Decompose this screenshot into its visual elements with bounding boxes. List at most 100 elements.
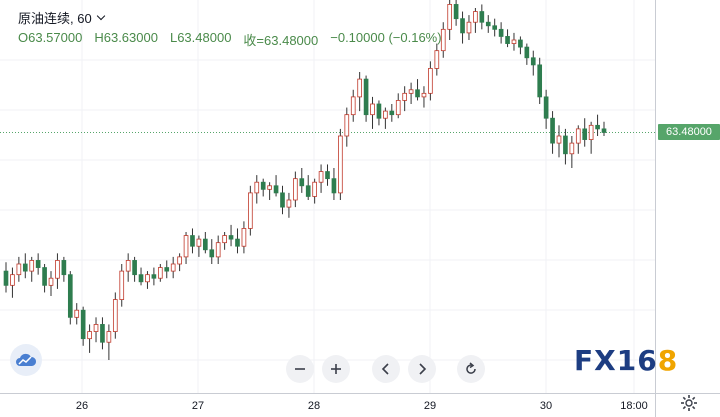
- candle-body: [395, 100, 401, 116]
- candle: [447, 0, 453, 40]
- candle-body: [318, 171, 324, 183]
- candle-body: [157, 267, 163, 279]
- candle-body: [183, 235, 189, 258]
- candle: [138, 267, 144, 286]
- gear-icon[interactable]: [680, 394, 698, 412]
- candle-body: [80, 309, 86, 340]
- scroll-left-button[interactable]: [372, 355, 400, 383]
- symbol-selector[interactable]: 原油连续, 60: [18, 8, 105, 27]
- candle: [415, 79, 420, 101]
- candle: [395, 93, 401, 119]
- candle-body: [241, 228, 247, 247]
- candle: [376, 100, 382, 126]
- x-tick-label: 29: [424, 400, 436, 412]
- candle: [145, 271, 150, 289]
- candle-body: [22, 263, 28, 272]
- candle: [190, 228, 195, 254]
- close-value: 收=63.48000: [243, 33, 319, 48]
- candle: [357, 72, 362, 112]
- candle-body: [601, 128, 607, 133]
- candle: [209, 239, 215, 264]
- reset-chart-button[interactable]: [457, 355, 485, 383]
- candle: [286, 192, 292, 218]
- candle-body: [485, 21, 491, 27]
- candle: [473, 8, 478, 33]
- candle: [434, 43, 440, 76]
- candle: [408, 82, 414, 104]
- candle: [260, 178, 266, 197]
- candle: [267, 182, 272, 200]
- candle-body: [582, 128, 588, 140]
- candle-body: [164, 267, 170, 272]
- candle: [222, 232, 227, 250]
- candle-body: [370, 103, 375, 116]
- candle: [595, 114, 600, 136]
- zoom-in-button[interactable]: [322, 355, 350, 383]
- candle-body: [280, 192, 285, 208]
- open-value: O63.57000: [18, 30, 83, 45]
- candle-body: [196, 238, 202, 247]
- candle-body: [524, 46, 530, 59]
- candle-body: [228, 235, 234, 240]
- candle: [3, 262, 9, 293]
- candle-body: [389, 110, 395, 116]
- candle: [280, 185, 285, 215]
- scroll-right-button[interactable]: [408, 355, 436, 383]
- candle-body: [376, 103, 382, 119]
- candle-body: [145, 274, 150, 283]
- candle-body: [556, 135, 562, 144]
- candle: [273, 175, 279, 197]
- candle: [305, 175, 311, 200]
- candle-body: [350, 96, 356, 116]
- candle: [363, 75, 369, 122]
- candle: [48, 271, 54, 296]
- candle-body: [235, 238, 240, 247]
- zoom-out-button[interactable]: [286, 355, 314, 383]
- candle: [196, 235, 202, 257]
- x-tick-label: 27: [192, 400, 204, 412]
- chevron-down-icon: [96, 11, 105, 21]
- candle: [466, 15, 472, 40]
- cloud-button[interactable]: [10, 344, 42, 376]
- candle-body: [505, 36, 510, 44]
- candle: [80, 306, 86, 346]
- candle: [10, 267, 15, 298]
- candle-body: [67, 274, 73, 318]
- candle-body: [428, 68, 433, 94]
- candle-body: [415, 89, 420, 98]
- candle: [543, 89, 549, 129]
- candle: [67, 271, 73, 325]
- candle-body: [569, 142, 575, 155]
- candle-body: [299, 178, 305, 187]
- candle-body: [260, 181, 266, 190]
- candle-body: [421, 92, 427, 98]
- ohlc-legend: O63.57000 H63.63000 L63.48000 收=63.48000…: [18, 30, 442, 49]
- candle: [588, 121, 594, 154]
- candle: [550, 111, 555, 154]
- candle: [93, 317, 99, 343]
- candle: [370, 96, 375, 129]
- change-value: −0.10000 (−0.16%): [330, 30, 442, 45]
- candle: [389, 104, 395, 122]
- candle: [350, 89, 356, 122]
- x-tick-label: 30: [540, 400, 552, 412]
- candle-body: [383, 110, 388, 119]
- candle-body: [305, 185, 311, 197]
- candle-body: [273, 185, 279, 194]
- candle: [318, 164, 324, 193]
- candle-body: [447, 4, 453, 30]
- candle: [402, 86, 407, 112]
- candle: [74, 303, 80, 325]
- candle-body: [87, 331, 92, 340]
- candle-body: [293, 178, 298, 201]
- plus-icon: [331, 364, 341, 374]
- candle: [325, 164, 330, 186]
- candle: [16, 256, 22, 282]
- candle-body: [74, 309, 80, 318]
- candle: [203, 232, 208, 254]
- candle-body: [93, 324, 99, 332]
- candle: [428, 61, 433, 101]
- candle-body: [254, 181, 260, 194]
- refresh-icon: [466, 362, 476, 374]
- x-tick-label: 28: [308, 400, 320, 412]
